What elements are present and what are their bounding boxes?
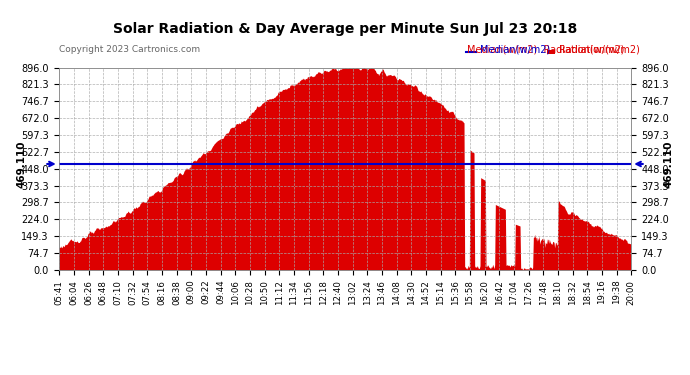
Text: Radiation(w/m2): Radiation(w/m2): [559, 44, 640, 54]
Text: Median(w/m2): Median(w/m2): [480, 44, 550, 54]
Text: Median(w/m2)  Radiation(w/m2): Median(w/m2) Radiation(w/m2): [467, 44, 624, 54]
Text: Copyright 2023 Cartronics.com: Copyright 2023 Cartronics.com: [59, 45, 200, 54]
Text: Solar Radiation & Day Average per Minute Sun Jul 23 20:18: Solar Radiation & Day Average per Minute…: [113, 22, 577, 36]
Text: 469.110: 469.110: [17, 140, 26, 188]
Text: 469.110: 469.110: [664, 140, 673, 188]
